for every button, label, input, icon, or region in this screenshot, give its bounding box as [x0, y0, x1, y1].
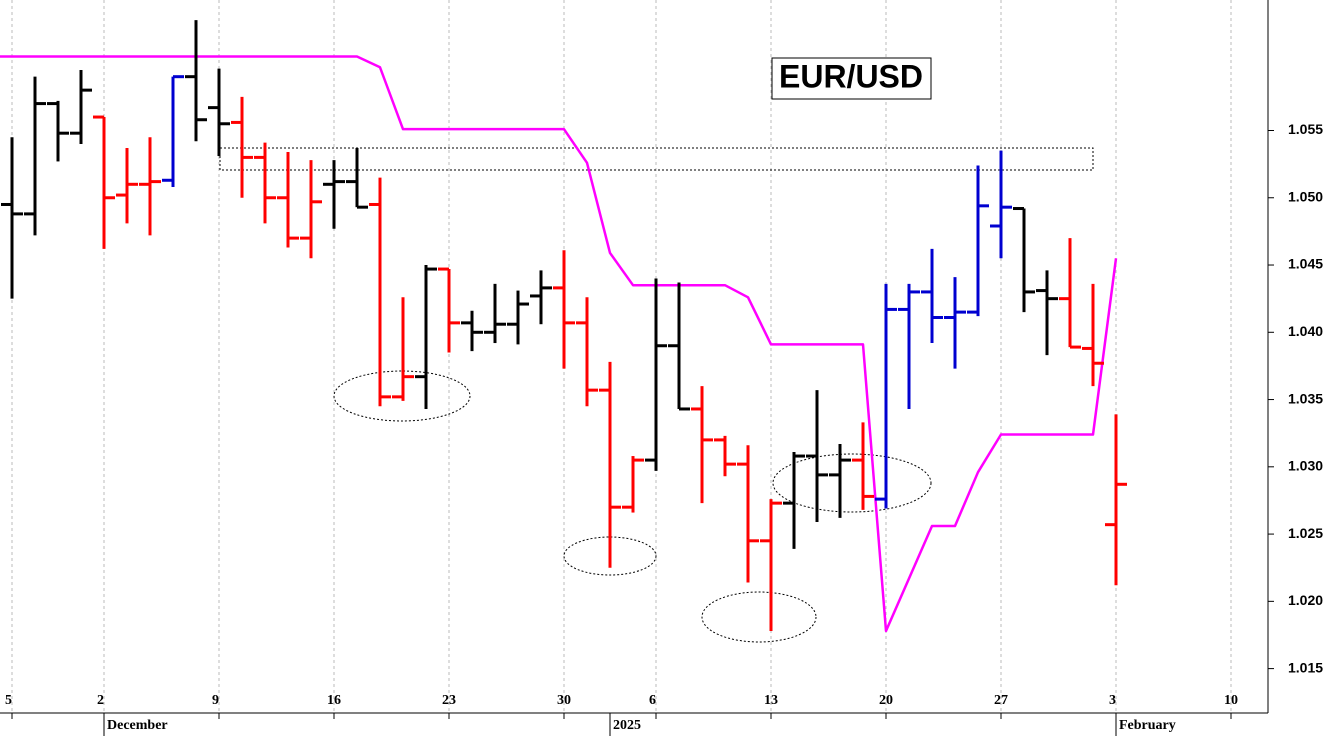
highlight-ellipse	[333, 370, 471, 422]
chart-title: EUR/USD	[779, 58, 923, 94]
x-tick-label: 2	[97, 693, 104, 708]
y-tick-label: 1.050	[1288, 188, 1323, 204]
resistance-zone	[219, 147, 1094, 171]
axes: 1.015 1.020 1.025 1.030 1.035 1.040 1.045 1.050…	[5, 121, 1323, 736]
plot	[0, 20, 1127, 633]
y-tick-label: 1.040	[1288, 323, 1323, 339]
x-tick-label: 5	[5, 693, 12, 708]
x-tick-label: 3	[1109, 693, 1116, 708]
x-tick-label: 30	[557, 693, 571, 708]
x-tick-label: 27	[994, 693, 1008, 708]
x-tick-label: 20	[879, 693, 893, 708]
x-tick-label: 23	[442, 693, 456, 708]
highlight-ellipse	[701, 591, 817, 643]
x-tick-label: 16	[327, 693, 341, 708]
y-tick-label: 1.030	[1288, 458, 1323, 474]
x-tick-label: 9	[212, 693, 219, 708]
title-box	[771, 57, 932, 100]
y-tick-label: 1.020	[1288, 592, 1323, 608]
x-tick-label: 10	[1224, 693, 1238, 708]
x-tick-label: 6	[649, 693, 656, 708]
x-tick-label: 13	[764, 693, 778, 708]
month-label: February	[1119, 718, 1176, 733]
month-label: 2025	[613, 718, 641, 733]
y-tick-label: 1.025	[1288, 525, 1323, 541]
y-tick-label: 1.045	[1288, 256, 1323, 272]
y-tick-label: 1.055	[1288, 121, 1323, 137]
y-tick-label: 1.035	[1288, 390, 1323, 406]
y-tick-label: 1.015	[1288, 659, 1323, 675]
highlight-ellipse	[563, 536, 657, 576]
month-label: December	[107, 718, 168, 733]
highlight-ellipse	[772, 453, 932, 513]
